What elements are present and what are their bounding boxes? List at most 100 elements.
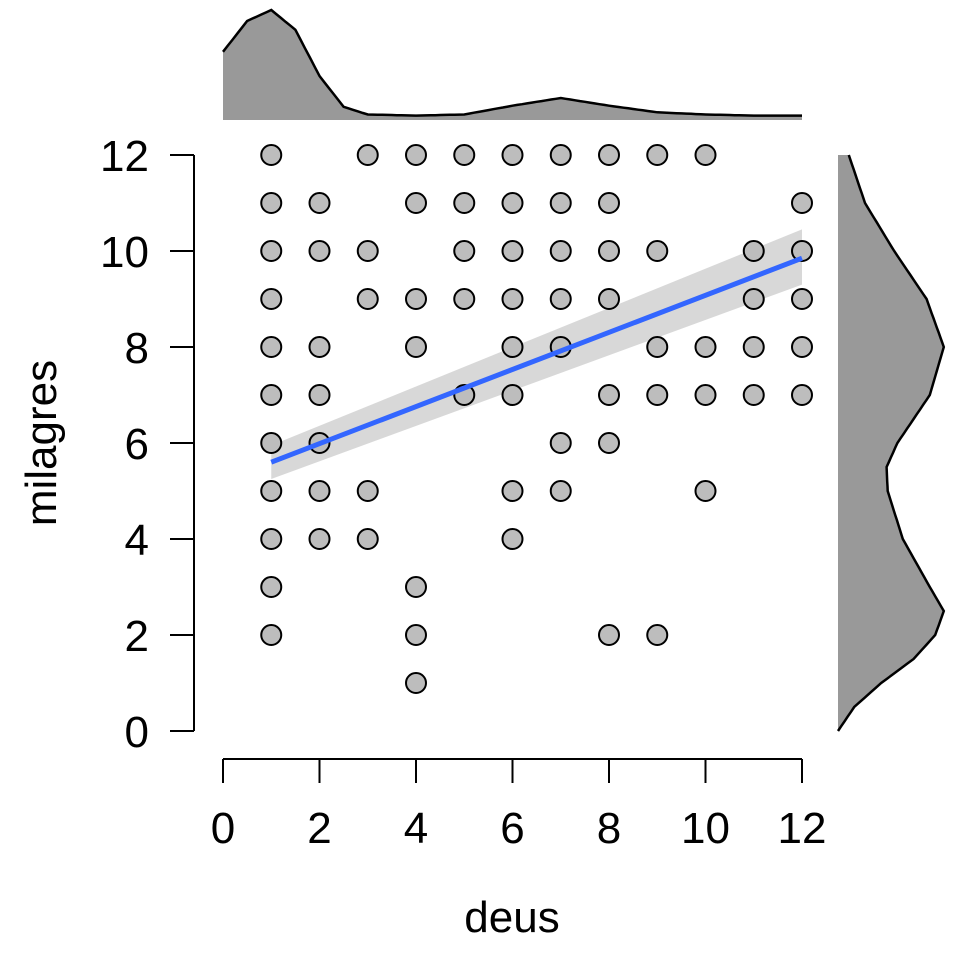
data-point (501, 336, 524, 358)
data-point (453, 144, 476, 166)
data-point (549, 144, 572, 166)
data-point (791, 384, 813, 406)
x-tick-label: 4 (404, 804, 428, 853)
data-point (501, 144, 524, 166)
y-tick-label: 4 (125, 516, 149, 565)
data-point (501, 192, 524, 214)
data-point (694, 480, 717, 502)
data-point (308, 528, 331, 550)
data-point (646, 624, 669, 646)
y-tick-label: 12 (100, 132, 149, 181)
x-tick-label: 6 (500, 804, 524, 853)
data-point (742, 240, 765, 262)
data-point (598, 624, 620, 646)
data-point (501, 288, 524, 310)
data-point (260, 144, 283, 166)
y-tick-label: 6 (125, 420, 149, 469)
data-point (742, 384, 765, 406)
data-point (646, 336, 669, 358)
data-point (791, 240, 813, 262)
x-tick-label: 12 (778, 804, 827, 853)
data-point (260, 288, 283, 310)
data-point (405, 576, 427, 598)
data-point (694, 144, 717, 166)
data-point (598, 144, 620, 166)
data-point (405, 192, 427, 214)
data-point (453, 240, 476, 262)
data-point (453, 288, 476, 310)
data-point (791, 336, 813, 358)
x-tick-label: 0 (211, 804, 235, 853)
data-point (405, 672, 427, 694)
data-point (501, 240, 524, 262)
data-point (260, 480, 283, 502)
scatter-points (260, 144, 813, 694)
data-point (260, 384, 283, 406)
marginal-x-density (222, 8, 802, 120)
regression-line-layer (270, 255, 803, 465)
data-point (598, 192, 620, 214)
data-point (791, 288, 813, 310)
data-point (501, 480, 524, 502)
data-point (356, 288, 379, 310)
data-point (405, 624, 427, 646)
data-point (598, 288, 620, 310)
data-point (742, 336, 765, 358)
y-density-area (838, 155, 944, 731)
data-point (308, 480, 331, 502)
data-point (598, 384, 620, 406)
confidence-band-layer (271, 229, 802, 479)
data-point (260, 192, 283, 214)
data-point (308, 336, 331, 358)
data-point (549, 432, 572, 454)
data-point (742, 288, 765, 310)
data-point (260, 528, 283, 550)
x-density-area (223, 10, 802, 120)
marginal-y-density (836, 154, 946, 732)
data-point (694, 384, 717, 406)
y-axis: 0 2 4 6 8 10 12 (100, 132, 195, 757)
y-axis-title: milagres (17, 360, 66, 526)
data-point (356, 240, 379, 262)
confidence-band (271, 229, 802, 479)
data-point (260, 576, 283, 598)
x-tick-label: 2 (307, 804, 331, 853)
data-point (646, 384, 669, 406)
data-point (260, 240, 283, 262)
x-axis-title: deus (464, 893, 559, 942)
y-tick-label: 0 (125, 708, 149, 757)
data-point (598, 432, 620, 454)
x-tick-label: 8 (597, 804, 621, 853)
data-point (356, 480, 379, 502)
y-tick-label: 10 (100, 228, 149, 277)
data-point (646, 144, 669, 166)
data-point (260, 336, 283, 358)
data-point (405, 336, 427, 358)
y-tick-label: 8 (125, 324, 149, 373)
data-point (501, 528, 524, 550)
data-point (356, 528, 379, 550)
data-point (598, 240, 620, 262)
data-point (501, 384, 524, 406)
data-point (549, 288, 572, 310)
data-point (549, 480, 572, 502)
data-point (549, 192, 572, 214)
data-point (791, 192, 813, 214)
data-point (308, 384, 331, 406)
data-point (694, 336, 717, 358)
x-density-curve (222, 8, 802, 117)
data-point (260, 432, 283, 454)
regression-line (270, 255, 803, 465)
data-point (549, 240, 572, 262)
data-point (308, 240, 331, 262)
data-point (405, 144, 427, 166)
x-tick-label: 10 (681, 804, 730, 853)
data-point (405, 288, 427, 310)
data-point (308, 192, 331, 214)
data-point (453, 192, 476, 214)
y-tick-label: 2 (125, 612, 149, 661)
data-point (260, 624, 283, 646)
y-density-curve (836, 154, 946, 732)
data-point (356, 144, 379, 166)
